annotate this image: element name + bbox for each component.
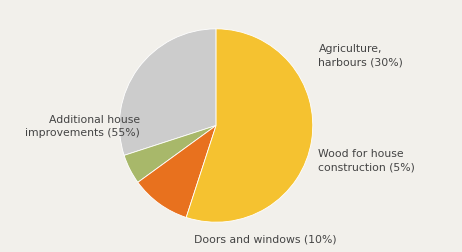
Text: Doors and windows (10%): Doors and windows (10%) [194,234,336,244]
Text: Wood for house
construction (5%): Wood for house construction (5%) [318,148,415,172]
Wedge shape [186,30,313,222]
Wedge shape [138,126,216,217]
Wedge shape [119,30,216,156]
Wedge shape [124,126,216,183]
Text: Additional house
improvements (55%): Additional house improvements (55%) [25,114,140,138]
Text: Agriculture,
harbours (30%): Agriculture, harbours (30%) [318,44,403,67]
